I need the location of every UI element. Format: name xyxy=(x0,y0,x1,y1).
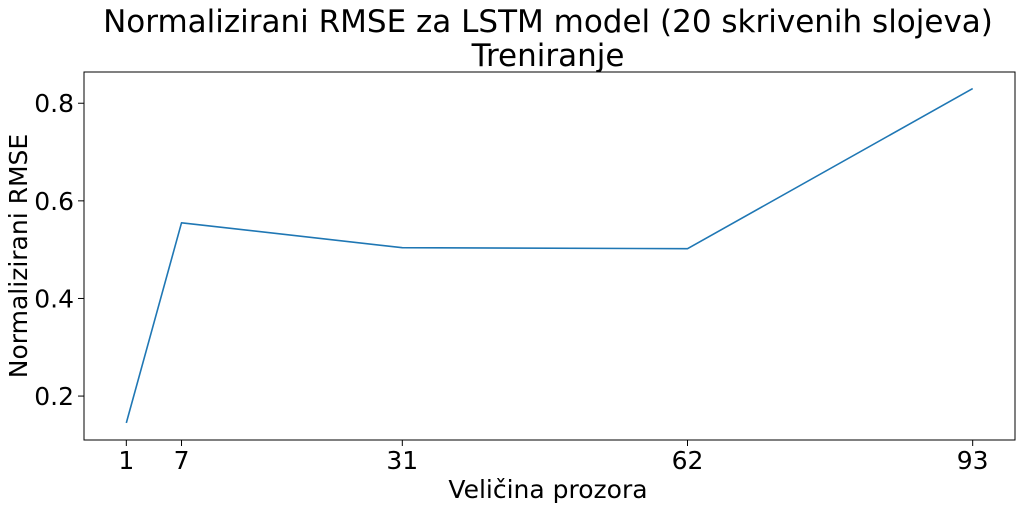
x-axis-label: Veličina prozora xyxy=(448,475,647,504)
x-tick-label: 31 xyxy=(386,446,418,475)
y-tick-label: 0.2 xyxy=(34,382,74,411)
y-tick-label: 0.8 xyxy=(34,89,74,118)
y-axis-ticks: 0.2 0.4 0.6 0.8 xyxy=(34,89,84,411)
plot-area-frame xyxy=(83,71,1016,441)
series-line xyxy=(125,87,974,424)
y-tick-label: 0.6 xyxy=(34,187,74,216)
series-layer xyxy=(125,87,974,424)
y-tick-label: 0.4 xyxy=(34,284,74,313)
x-axis-ticks: 1 7 31 62 93 xyxy=(118,440,989,475)
x-tick-label: 1 xyxy=(118,446,134,475)
x-tick-label: 62 xyxy=(672,446,704,475)
chart-title: Normalizirani RMSE za LSTM model (20 skr… xyxy=(103,4,993,40)
chart-subtitle: Treniranje xyxy=(471,38,625,74)
x-tick-label: 93 xyxy=(957,446,989,475)
x-tick-label: 7 xyxy=(174,446,190,475)
y-axis-label: Normalizirani RMSE xyxy=(4,134,33,378)
